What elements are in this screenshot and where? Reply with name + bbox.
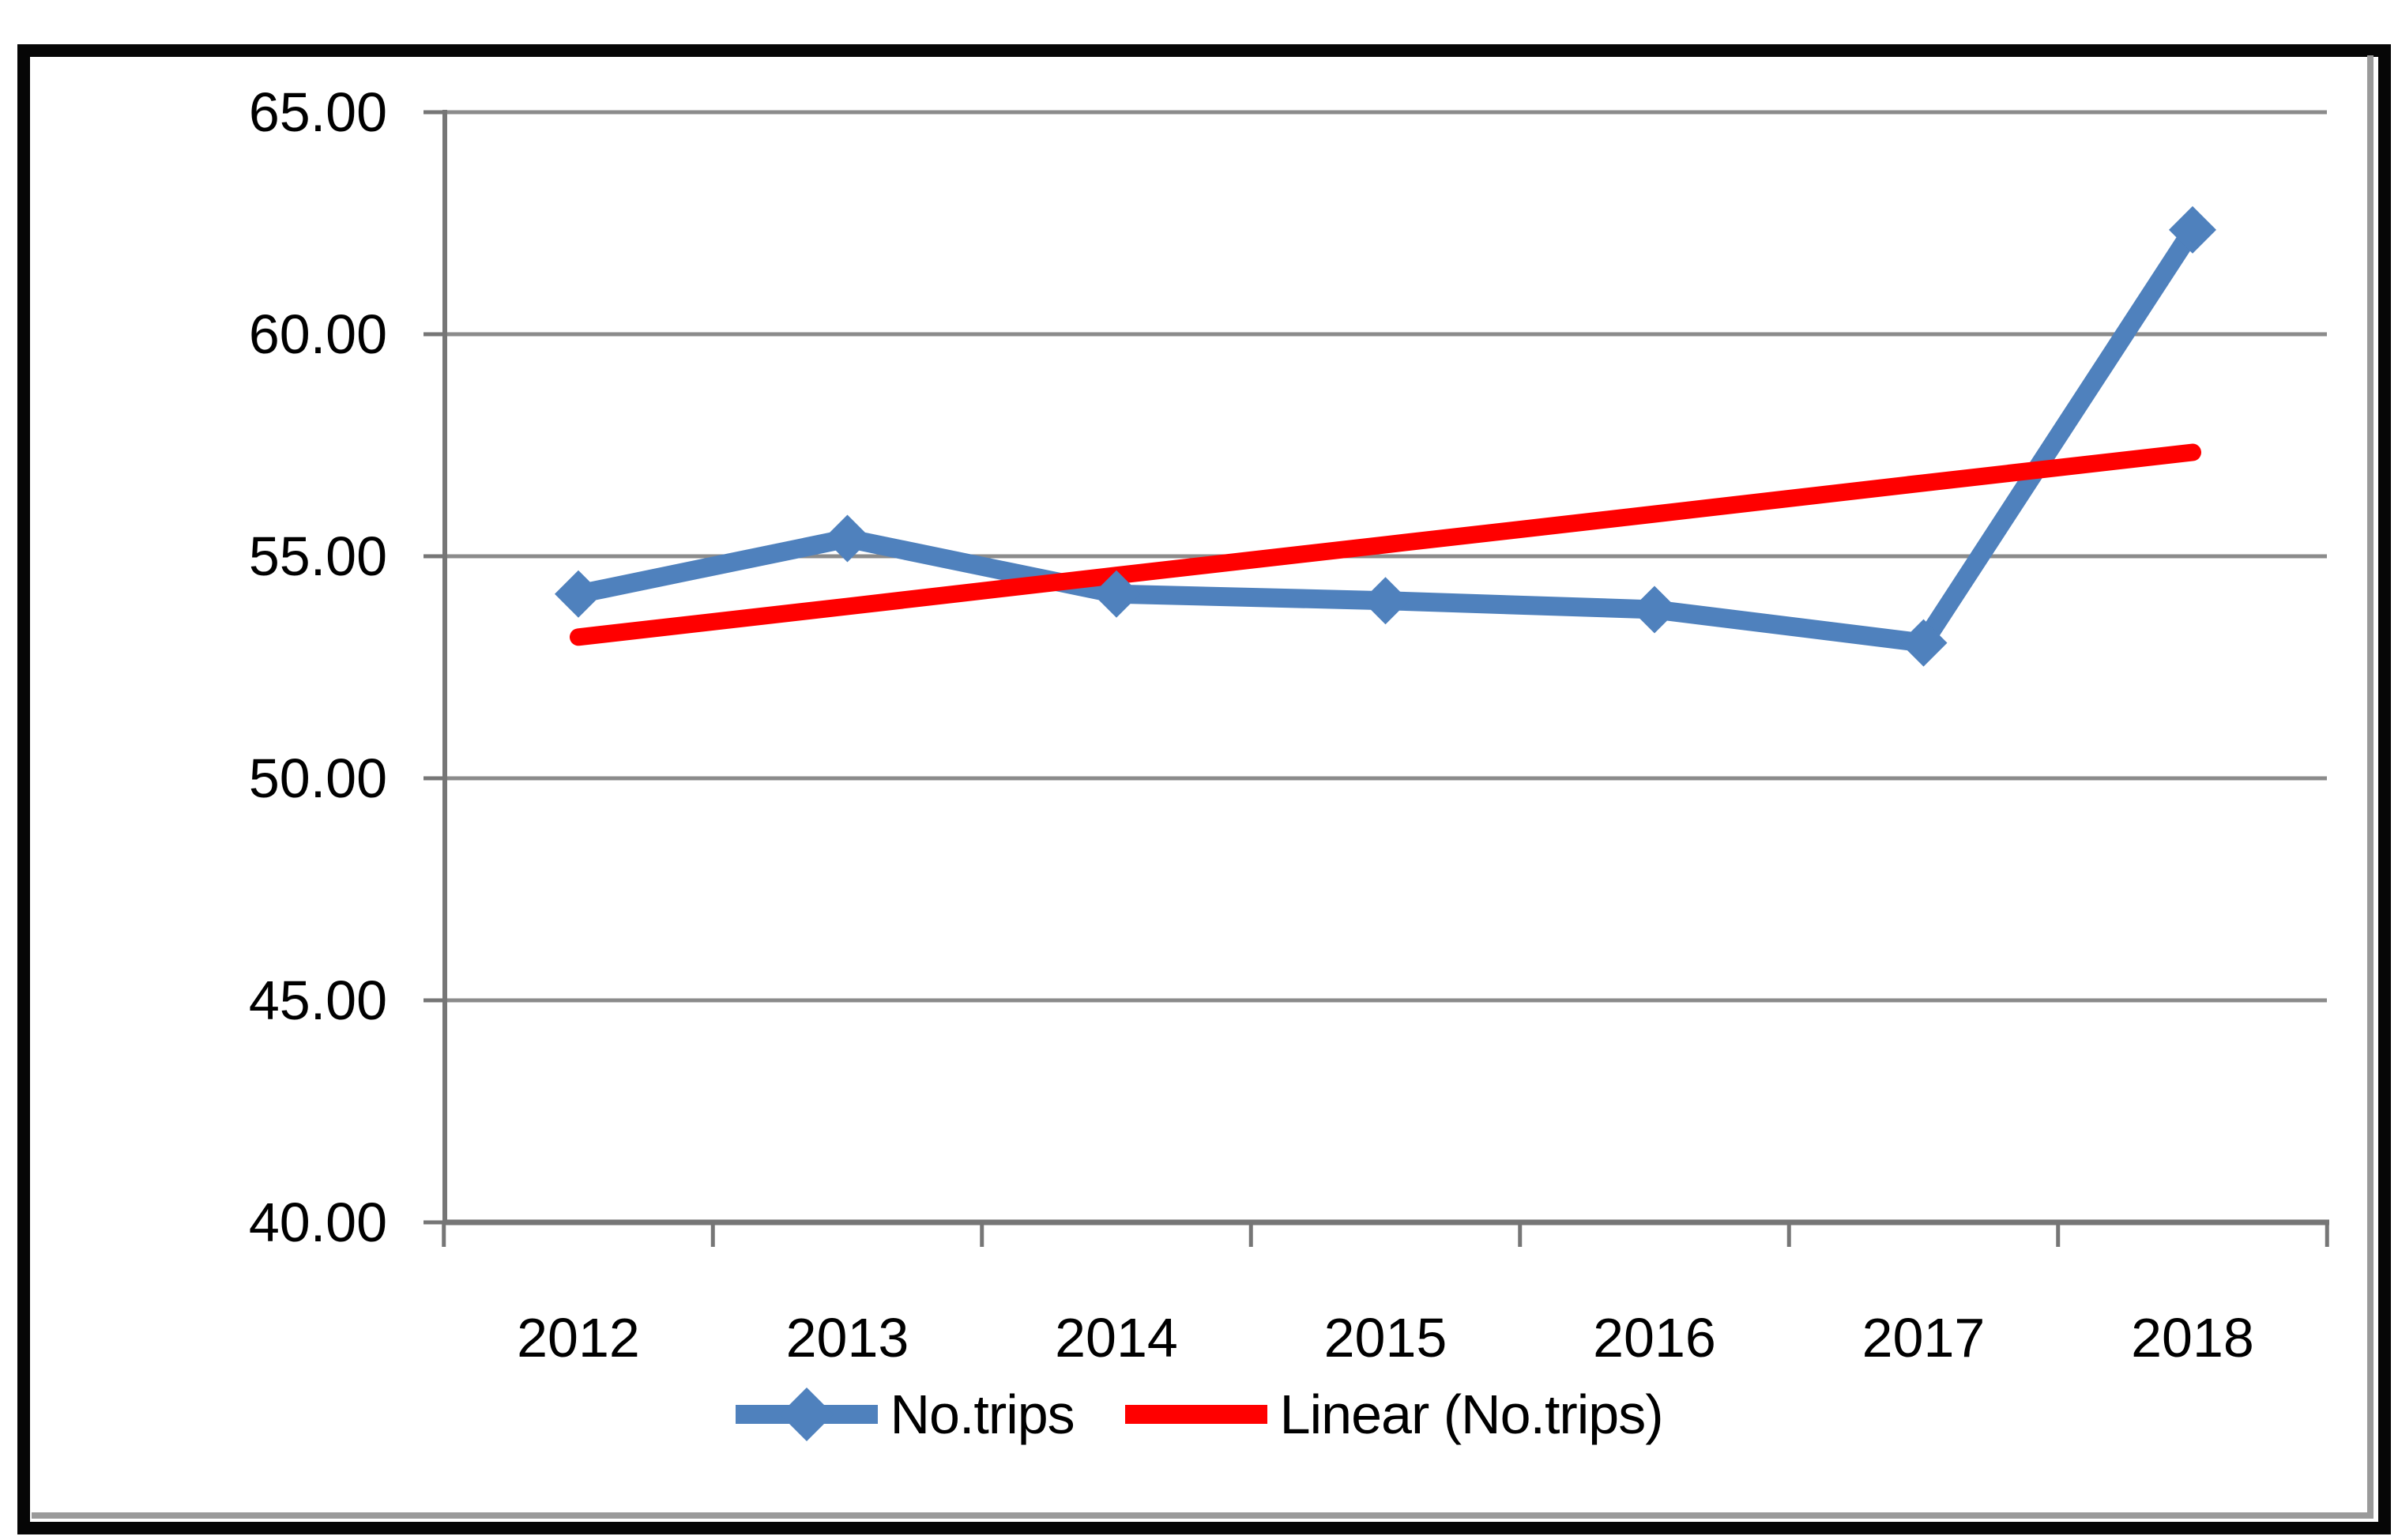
x-tick-label: 2013 [786, 1307, 909, 1369]
y-tick-label: 65.00 [249, 81, 387, 143]
legend-item-no-trips: No.trips [735, 1381, 1075, 1448]
data-point-marker [1631, 586, 1678, 634]
data-point-marker [1093, 570, 1140, 618]
chart-frame-right-border [2367, 55, 2374, 1519]
chart-frame-bottom-border [32, 1512, 2369, 1519]
x-tick-label: 2018 [2131, 1307, 2254, 1369]
y-tick-label: 40.00 [249, 1192, 387, 1253]
x-tick-label: 2012 [517, 1307, 640, 1369]
chart-legend: No.trips Linear (No.trips) [0, 1381, 2398, 1448]
data-point-marker [2169, 205, 2216, 254]
data-point-marker [1361, 577, 1410, 625]
data-point-marker [555, 570, 602, 618]
y-tick-label: 55.00 [249, 525, 387, 587]
y-tick-label: 45.00 [249, 970, 387, 1031]
legend-line-diamond-marker-icon [735, 1388, 878, 1441]
trendline [570, 443, 2201, 646]
page-border [17, 44, 2391, 1534]
y-tick-label: 60.00 [249, 303, 387, 365]
y-tick-label: 50.00 [249, 747, 387, 809]
x-tick-label: 2015 [1324, 1307, 1447, 1369]
data-point-marker [1899, 619, 1948, 667]
legend-label-no-trips: No.trips [890, 1384, 1075, 1445]
legend-trendline-marker-icon [1124, 1405, 1267, 1424]
legend-label-linear-trend: Linear (No.trips) [1279, 1384, 1664, 1445]
x-tick-label: 2017 [1862, 1307, 1986, 1369]
x-tick-label: 2014 [1055, 1307, 1178, 1369]
x-tick-label: 2016 [1593, 1307, 1716, 1369]
data-point-marker [823, 514, 871, 563]
legend-item-linear-trend: Linear (No.trips) [1124, 1381, 1664, 1448]
